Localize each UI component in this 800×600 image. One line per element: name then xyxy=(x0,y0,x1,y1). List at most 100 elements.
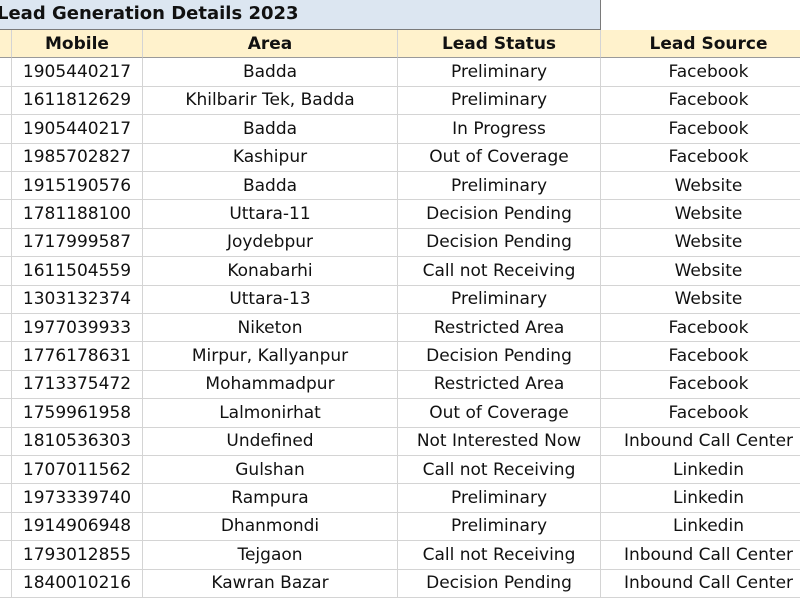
row-stub xyxy=(0,115,12,144)
row-stub xyxy=(0,569,12,598)
table-cell: Facebook xyxy=(601,115,800,144)
table-cell: Website xyxy=(601,286,800,314)
table-cell: Decision Pending xyxy=(398,200,601,229)
table-cell: Facebook xyxy=(601,371,800,400)
row-stub xyxy=(0,200,12,229)
table-cell: Website xyxy=(601,257,800,286)
row-stub xyxy=(0,58,12,87)
table-cell: 1985702827 xyxy=(12,143,143,172)
row-stub xyxy=(0,86,12,116)
table-cell: Website xyxy=(601,200,800,229)
row-stub xyxy=(0,342,12,371)
row-stub xyxy=(0,285,12,314)
table-cell: 1905440217 xyxy=(12,115,143,144)
table-cell: 1915190576 xyxy=(12,172,143,201)
sheet-title: Lead Generation Details 2023 xyxy=(0,3,299,24)
row-stub xyxy=(0,143,12,172)
table-cell: 1611504559 xyxy=(12,257,143,286)
row-stub xyxy=(0,484,12,513)
table-cell: Badda xyxy=(143,58,398,87)
row-stub xyxy=(0,399,12,428)
table-cell: Kawran Bazar xyxy=(143,569,398,598)
table-cell: Linkedin xyxy=(601,513,800,542)
table-cell: Facebook xyxy=(601,342,800,371)
table-cell: Facebook xyxy=(601,144,800,172)
table-cell: Joydebpur xyxy=(143,228,398,258)
table-cell: 1914906948 xyxy=(12,512,143,542)
table-cell: 1713375472 xyxy=(12,370,143,400)
table-cell: Badda xyxy=(143,172,398,201)
table-cell: 1781188100 xyxy=(12,200,143,229)
table-cell: Undefined xyxy=(143,427,398,456)
table-cell: Facebook xyxy=(601,58,800,87)
table-cell: Not Interested Now xyxy=(398,427,601,456)
table-cell: Out of Coverage xyxy=(398,143,601,172)
table-cell: 1303132374 xyxy=(12,285,143,314)
table-cell: Dhanmondi xyxy=(143,512,398,542)
table-cell: Preliminary xyxy=(398,285,601,314)
column-header: Mobile xyxy=(12,30,143,59)
row-stub xyxy=(0,30,12,59)
title-bar xyxy=(0,0,601,30)
table-cell: Preliminary xyxy=(398,512,601,542)
table-cell: Niketon xyxy=(143,314,398,343)
table-cell: Facebook xyxy=(601,314,800,343)
table-cell: Uttara-11 xyxy=(143,200,398,229)
table-cell: Preliminary xyxy=(398,86,601,116)
table-cell: Gulshan xyxy=(143,456,398,485)
table-cell: Konabarhi xyxy=(143,257,398,286)
table-cell: 1840010216 xyxy=(12,569,143,598)
table-cell: Call not Receiving xyxy=(398,257,601,286)
table-cell: 1707011562 xyxy=(12,456,143,485)
row-stub xyxy=(0,512,12,542)
table-cell: Facebook xyxy=(601,87,800,116)
row-stub xyxy=(0,370,12,400)
table-cell: Preliminary xyxy=(398,58,601,87)
table-cell: 1776178631 xyxy=(12,342,143,371)
table-cell: Restricted Area xyxy=(398,314,601,343)
column-header: Area xyxy=(143,30,398,59)
table-cell: 1905440217 xyxy=(12,58,143,87)
table-cell: Preliminary xyxy=(398,172,601,201)
column-header: Lead Source xyxy=(601,30,800,59)
table-cell: Inbound Call Center xyxy=(601,541,800,570)
table-cell: Call not Receiving xyxy=(398,541,601,570)
table-cell: Mohammadpur xyxy=(143,370,398,400)
table-cell: Decision Pending xyxy=(398,569,601,598)
row-stub xyxy=(0,228,12,258)
table-cell: 1793012855 xyxy=(12,541,143,570)
row-stub xyxy=(0,456,12,485)
table-cell: Linkedin xyxy=(601,484,800,513)
table-cell: Restricted Area xyxy=(398,370,601,400)
table-cell: 1759961958 xyxy=(12,399,143,428)
table-cell: Tejgaon xyxy=(143,541,398,570)
table-cell: Uttara-13 xyxy=(143,285,398,314)
table-cell: 1973339740 xyxy=(12,484,143,513)
table-cell: Decision Pending xyxy=(398,228,601,258)
table-cell: Mirpur, Kallyanpur xyxy=(143,342,398,371)
table-cell: Call not Receiving xyxy=(398,456,601,485)
table-cell: Out of Coverage xyxy=(398,399,601,428)
table-cell: Inbound Call Center xyxy=(601,428,800,456)
row-stub xyxy=(0,314,12,343)
table-cell: Lalmonirhat xyxy=(143,399,398,428)
table-cell: Inbound Call Center xyxy=(601,570,800,598)
table-cell: Badda xyxy=(143,115,398,144)
table-cell: Linkedin xyxy=(601,456,800,485)
row-stub xyxy=(0,172,12,201)
table-cell: 1977039933 xyxy=(12,314,143,343)
table-cell: Decision Pending xyxy=(398,342,601,371)
table-cell: Preliminary xyxy=(398,484,601,513)
table-cell: 1611812629 xyxy=(12,86,143,116)
table-cell: Khilbarir Tek, Badda xyxy=(143,86,398,116)
column-header: Lead Status xyxy=(398,30,601,59)
row-stub xyxy=(0,427,12,456)
table-cell: Rampura xyxy=(143,484,398,513)
table-cell: 1810536303 xyxy=(12,427,143,456)
table-cell: 1717999587 xyxy=(12,228,143,258)
table-cell: Website xyxy=(601,229,800,258)
table-cell: Kashipur xyxy=(143,143,398,172)
row-stub xyxy=(0,541,12,570)
table-cell: In Progress xyxy=(398,115,601,144)
